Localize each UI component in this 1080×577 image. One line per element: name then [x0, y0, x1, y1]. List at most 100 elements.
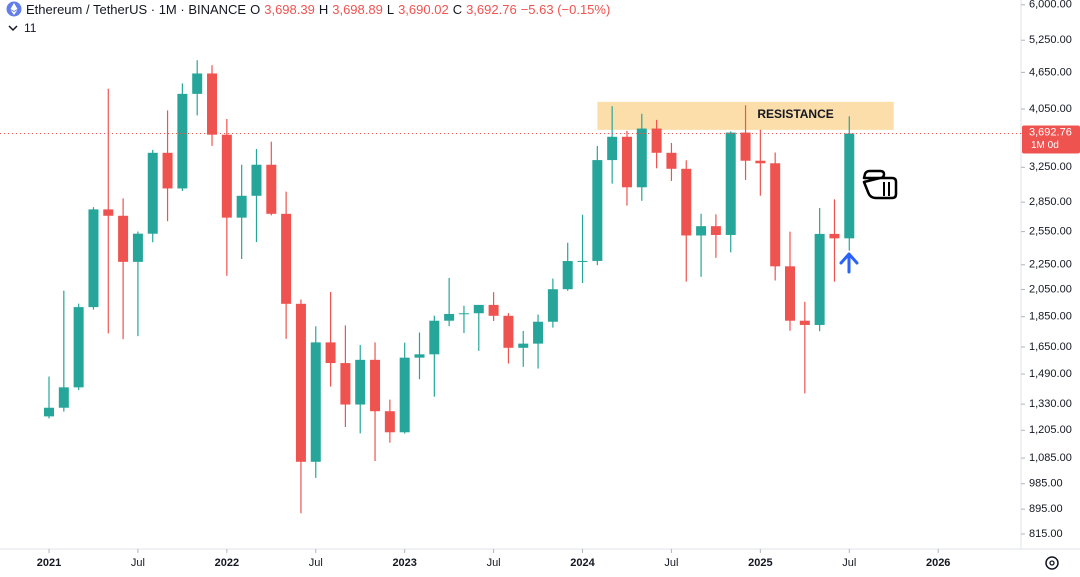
x-tick-label: 2023 — [392, 557, 416, 569]
low-value: 3,690.02 — [398, 1, 449, 17]
x-tick-label: 2022 — [215, 557, 239, 569]
candle-body — [177, 93, 188, 189]
candle-body — [607, 136, 618, 161]
candle-body — [740, 132, 751, 161]
y-tick-label: 6,000.00 — [1029, 0, 1072, 11]
candle-body — [785, 266, 795, 321]
close-label: C — [452, 1, 463, 17]
candle-body — [44, 407, 54, 417]
candle-body — [118, 215, 129, 262]
x-tick-label: Jul — [842, 557, 856, 569]
candle-body — [370, 359, 381, 412]
candle-body — [666, 152, 677, 169]
candle-body — [236, 195, 247, 218]
candle-body — [325, 342, 336, 364]
chevron-icon — [8, 25, 18, 32]
y-tick-label: 2,050.00 — [1029, 283, 1072, 295]
candle-body — [799, 320, 810, 325]
candle-body — [725, 132, 736, 235]
y-tick-label: 1,085.00 — [1029, 452, 1072, 464]
y-tick-label: 895.00 — [1029, 503, 1063, 515]
legend-header: Ethereum / TetherUS · 1M · BINANCE O 3,69… — [6, 1, 610, 17]
candle-body — [384, 411, 395, 433]
candle-body — [58, 387, 69, 408]
candle-body — [814, 233, 825, 325]
x-tick-label: Jul — [664, 557, 678, 569]
candle-body — [755, 160, 766, 164]
candle-body — [518, 343, 529, 348]
candle-body — [770, 163, 781, 267]
candle-body — [103, 209, 114, 216]
candle-body — [458, 313, 469, 315]
candle-body — [192, 73, 203, 94]
candle-body — [414, 354, 425, 358]
x-tick-label: 2021 — [37, 557, 61, 569]
y-tick-label: 985.00 — [1029, 478, 1063, 490]
y-tick-label: 1,490.00 — [1029, 368, 1072, 380]
candle-body — [636, 128, 647, 188]
x-tick-label: 2026 — [926, 557, 950, 569]
candle-body — [251, 164, 262, 196]
candle-body — [621, 136, 632, 188]
x-tick-label: Jul — [309, 557, 323, 569]
x-tick-label: 2024 — [570, 557, 595, 569]
candle-body — [829, 233, 840, 239]
close-value: 3,692.76 — [466, 1, 517, 17]
candle-body — [473, 304, 484, 314]
candle-body — [696, 226, 707, 236]
candle-body — [340, 363, 351, 405]
candle-body — [310, 342, 321, 462]
settings-icon[interactable] — [1045, 556, 1059, 570]
x-tick-label: Jul — [487, 557, 501, 569]
candle-body — [547, 289, 558, 322]
y-tick-label: 2,250.00 — [1029, 259, 1072, 271]
y-tick-label: 5,250.00 — [1029, 34, 1072, 46]
candle-body — [488, 304, 499, 316]
candle-body — [577, 260, 588, 262]
y-tick-label: 1,850.00 — [1029, 311, 1072, 323]
candle-body — [281, 213, 292, 304]
y-tick-label: 2,550.00 — [1029, 226, 1072, 238]
candle-body — [266, 164, 277, 214]
candle-body — [429, 320, 440, 355]
low-label: L — [386, 1, 395, 17]
y-tick-label: 1,205.00 — [1029, 424, 1072, 436]
last-price-badge — [1022, 125, 1080, 154]
symbol-title[interactable]: Ethereum / TetherUS · 1M · BINANCE — [26, 1, 247, 17]
candle-body — [681, 168, 692, 236]
y-tick-label: 815.00 — [1029, 528, 1063, 540]
candle-body — [562, 261, 573, 290]
candle-body — [88, 209, 99, 308]
up-arrow — [839, 252, 859, 274]
candle-body — [73, 307, 84, 388]
candle-body — [444, 313, 455, 321]
candle-body — [399, 357, 410, 433]
y-tick-label: 1,330.00 — [1029, 398, 1072, 410]
candle-body — [132, 233, 143, 262]
candle-body — [844, 133, 855, 239]
x-tick-label: 2025 — [748, 557, 772, 569]
candle-body — [207, 73, 218, 135]
last-price-label: 3,692.76 — [1029, 126, 1072, 138]
y-tick-label: 3,250.00 — [1029, 161, 1072, 173]
symbol-logo — [6, 1, 22, 17]
candle-body — [651, 128, 662, 153]
indicator-count: 11 — [24, 21, 37, 35]
y-tick-label: 2,850.00 — [1029, 196, 1072, 208]
indicator-toggle[interactable]: 11 — [8, 21, 36, 35]
y-tick-label: 4,050.00 — [1029, 103, 1072, 115]
countdown-label: 1M 0d — [1031, 140, 1059, 151]
x-tick-label: Jul — [131, 557, 145, 569]
change-value: −5.63 (−0.15%) — [520, 1, 611, 17]
candle-body — [162, 152, 173, 189]
candle-body — [592, 160, 603, 261]
y-tick-label: 1,650.00 — [1029, 341, 1072, 353]
y-tick-label: 4,650.00 — [1029, 66, 1072, 78]
open-label: O — [250, 1, 261, 17]
high-label: H — [318, 1, 329, 17]
candle-body — [533, 321, 544, 344]
open-value: 3,698.39 — [264, 1, 315, 17]
resistance-label: RESISTANCE — [757, 107, 833, 121]
